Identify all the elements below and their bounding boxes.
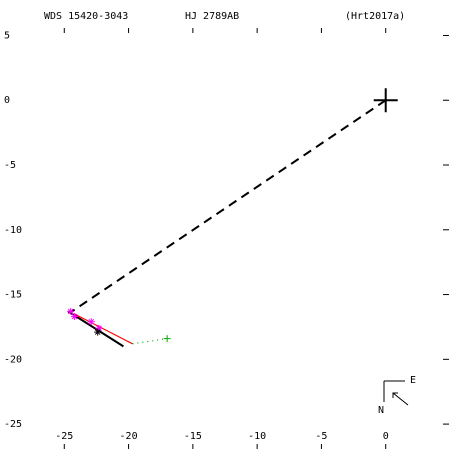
x-tick-label: -5: [315, 431, 327, 442]
y-tick-label: -10: [4, 225, 22, 236]
compass: [383, 380, 409, 406]
x-tick-label: -25: [55, 431, 73, 442]
y-tick-label: -15: [4, 290, 22, 301]
compass-n: N: [378, 405, 384, 416]
y-tick-label: -20: [4, 354, 22, 365]
orbit-line: [132, 338, 168, 345]
marker-stroke: [88, 318, 95, 325]
orbit-line: [67, 310, 124, 348]
y-tick-label: -25: [4, 419, 22, 430]
header-id: WDS 15420-3043: [44, 11, 128, 22]
y-tick-label: 5: [4, 30, 10, 41]
x-tick-label: 0: [383, 431, 389, 442]
x-tick-label: -10: [248, 431, 266, 442]
x-tick-label: -20: [120, 431, 138, 442]
marker: [94, 328, 102, 336]
orbit-line: [74, 313, 133, 345]
marker: [87, 318, 95, 326]
orbit-line: [69, 99, 387, 314]
compass-arrow: [392, 392, 409, 406]
marker: [71, 313, 79, 321]
marker-stroke: [94, 329, 101, 335]
y-tick-label: -5: [4, 160, 16, 171]
marker-stroke: [67, 308, 74, 315]
y-tick-label: 0: [4, 95, 10, 106]
header-ref: (Hrt2017a): [345, 11, 405, 22]
x-tick-label: -15: [184, 431, 202, 442]
marker: [373, 88, 398, 113]
header-pair: HJ 2789AB: [185, 11, 239, 22]
compass-arrowhead: [392, 392, 398, 398]
marker-stroke: [71, 313, 78, 320]
marker: [67, 307, 75, 315]
marker: [163, 335, 171, 343]
compass-e: E: [410, 375, 416, 386]
